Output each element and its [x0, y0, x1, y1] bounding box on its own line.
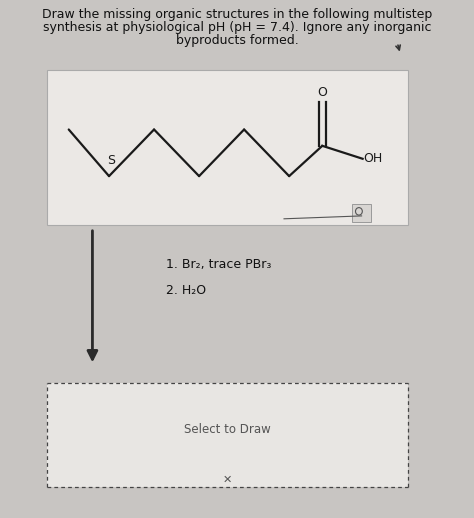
Text: byproducts formed.: byproducts formed. — [176, 34, 298, 47]
Bar — [47, 383, 408, 487]
Text: 1. Br₂, trace PBr₃: 1. Br₂, trace PBr₃ — [166, 257, 271, 271]
Text: ✕: ✕ — [223, 474, 232, 484]
Text: S: S — [107, 154, 115, 167]
Text: OH: OH — [364, 152, 383, 165]
Bar — [47, 70, 408, 225]
Text: 2. H₂O: 2. H₂O — [166, 283, 206, 297]
Text: Select to Draw: Select to Draw — [184, 423, 271, 437]
Text: Draw the missing organic structures in the following multistep: Draw the missing organic structures in t… — [42, 8, 432, 21]
Text: O: O — [318, 85, 327, 99]
Text: synthesis at physiological pH (pH = 7.4). Ignore any inorganic: synthesis at physiological pH (pH = 7.4)… — [43, 21, 431, 34]
Bar — [352, 204, 371, 222]
